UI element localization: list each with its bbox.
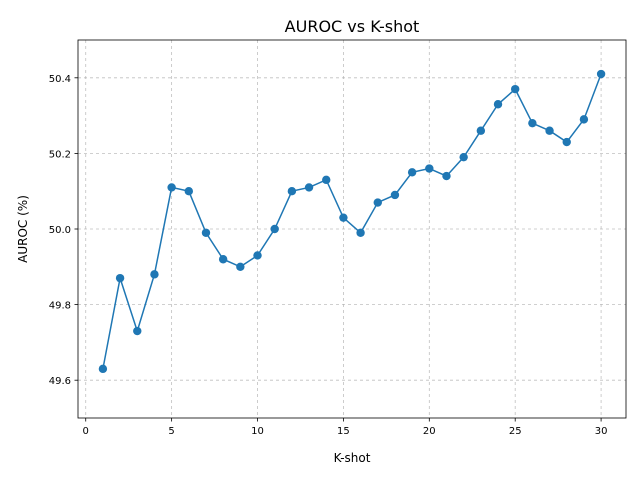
data-point [562,137,571,147]
data-point [390,190,400,200]
data-point [253,251,262,260]
grid [78,40,626,418]
data-point [201,228,211,237]
data-point [442,171,451,181]
data-point [287,187,297,196]
data-point [407,168,417,177]
x-axis-label: K-shot [334,451,371,465]
data-points [98,69,606,374]
data-point [218,255,228,264]
data-point [545,126,554,135]
data-point [150,270,159,279]
data-point [373,198,382,207]
y-tick-label: 49.8 [49,301,71,312]
y-tick-label: 50.4 [49,74,71,85]
y-tick-label: 49.6 [49,376,71,387]
data-point [510,84,520,94]
data-point [167,183,176,192]
data-point [184,187,194,196]
x-tick-label: 0 [83,426,89,437]
chart-title: AUROC vs K-shot [285,17,420,36]
x-tick-label: 25 [509,426,522,437]
data-point [304,183,314,192]
x-tick-label: 20 [423,426,436,437]
data-point [528,118,537,128]
x-tick-label: 15 [337,426,350,437]
x-tick-label: 5 [168,426,174,437]
y-axis-label: AUROC (%) [16,195,30,263]
data-point [339,213,348,222]
plot-frame [77,39,627,419]
data-point [425,164,434,173]
data-point [322,175,331,185]
x-tick-label: 30 [595,426,608,437]
data-point [115,273,125,283]
data-point [493,100,503,109]
data-point [236,262,245,271]
axis-ticks: 0 5 10 15 20 25 30 49.6 49.8 50.0 50.2 50.4 [49,74,608,437]
series-line [102,73,602,369]
x-tick-label: 10 [251,426,264,437]
data-point [476,126,486,135]
data-point [98,364,108,374]
y-tick-label: 50.0 [49,225,71,236]
data-point [579,115,589,124]
data-point [596,69,606,79]
data-point [270,224,279,234]
data-point [459,152,468,162]
data-point [133,326,142,336]
y-tick-label: 50.2 [49,149,71,160]
data-point [356,228,365,237]
